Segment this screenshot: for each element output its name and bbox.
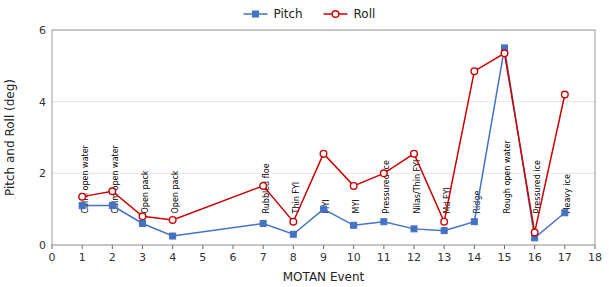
point xyxy=(139,213,146,220)
x-tick-label: 2 xyxy=(109,251,116,264)
x-tick xyxy=(444,245,445,249)
x-tick xyxy=(52,245,53,249)
x-tick-label: 1 xyxy=(79,251,86,264)
x-tick-label: 18 xyxy=(588,251,602,264)
point xyxy=(381,170,388,177)
point xyxy=(471,68,478,75)
x-tick xyxy=(474,245,475,249)
x-tick xyxy=(263,245,264,249)
y-axis-label: Pitch and Roll (deg) xyxy=(3,79,17,196)
point xyxy=(320,150,327,157)
x-tick-label: 5 xyxy=(199,251,206,264)
x-tick-label: 8 xyxy=(290,251,297,264)
x-tick-label: 12 xyxy=(407,251,421,264)
legend-label: Pitch xyxy=(274,7,303,21)
x-tick-label: 3 xyxy=(139,251,146,264)
x-tick xyxy=(233,245,234,249)
x-tick xyxy=(323,245,324,249)
point xyxy=(79,203,85,209)
x-tick xyxy=(172,245,173,249)
point xyxy=(260,221,266,227)
point xyxy=(169,217,176,224)
point xyxy=(260,183,267,190)
x-tick xyxy=(383,245,384,249)
y-tick-label: 4 xyxy=(39,96,46,109)
annotation: Open pack xyxy=(171,170,180,213)
x-tick-label: 14 xyxy=(467,251,481,264)
x-tick-label: 13 xyxy=(437,251,451,264)
point xyxy=(109,188,116,195)
point xyxy=(441,218,448,225)
x-tick xyxy=(82,245,83,249)
annotation: MYI xyxy=(352,199,361,213)
x-tick xyxy=(534,245,535,249)
legend-label: Roll xyxy=(354,7,376,21)
point xyxy=(170,233,176,239)
x-tick-label: 17 xyxy=(558,251,572,264)
x-tick xyxy=(504,245,505,249)
plot-frame xyxy=(52,30,595,245)
point xyxy=(562,210,568,216)
plot-area xyxy=(79,45,568,241)
series-line xyxy=(82,48,565,238)
x-tick-label: 7 xyxy=(260,251,267,264)
point xyxy=(109,203,115,209)
point xyxy=(441,228,447,234)
x-tick-label: 10 xyxy=(347,251,361,264)
y-tick-label: 2 xyxy=(39,167,46,180)
x-axis-label: MOTAN Event xyxy=(283,270,365,284)
point xyxy=(531,229,538,236)
x-tick-label: 16 xyxy=(528,251,542,264)
point xyxy=(290,218,297,225)
point xyxy=(290,231,296,237)
x-tick-label: 4 xyxy=(169,251,176,264)
legend-marker xyxy=(253,11,259,17)
x-tick xyxy=(293,245,294,249)
x-tick xyxy=(353,245,354,249)
y-tick-label: 0 xyxy=(39,239,46,252)
legend-marker xyxy=(332,11,339,18)
x-tick-label: 9 xyxy=(320,251,327,264)
x-tick-label: 11 xyxy=(377,251,391,264)
series-line xyxy=(82,53,565,232)
x-tick xyxy=(142,245,143,249)
x-tick xyxy=(202,245,203,249)
x-tick-label: 6 xyxy=(230,251,237,264)
point xyxy=(501,50,508,57)
point xyxy=(140,221,146,227)
x-tick xyxy=(414,245,415,249)
point xyxy=(381,219,387,225)
annotation: Pressured ice xyxy=(382,160,391,213)
chart: 02460123456789101112131415161718MOTAN Ev… xyxy=(0,0,609,287)
point xyxy=(562,91,569,98)
point xyxy=(351,222,357,228)
point xyxy=(79,193,86,200)
y-tick-label: 6 xyxy=(39,24,46,37)
point xyxy=(350,183,357,190)
x-tick xyxy=(564,245,565,249)
legend: Pitch Roll xyxy=(244,7,376,21)
point xyxy=(321,206,327,212)
x-tick-label: 15 xyxy=(498,251,512,264)
point xyxy=(411,226,417,232)
point xyxy=(471,219,477,225)
annotation: Heavy ice xyxy=(563,174,572,213)
grid-line xyxy=(52,173,595,174)
annotation: Rough open water xyxy=(503,140,512,214)
x-tick xyxy=(595,245,596,249)
x-tick-label: 0 xyxy=(49,251,56,264)
point xyxy=(411,150,418,157)
annotation: Open pack xyxy=(141,170,150,213)
x-tick xyxy=(112,245,113,249)
